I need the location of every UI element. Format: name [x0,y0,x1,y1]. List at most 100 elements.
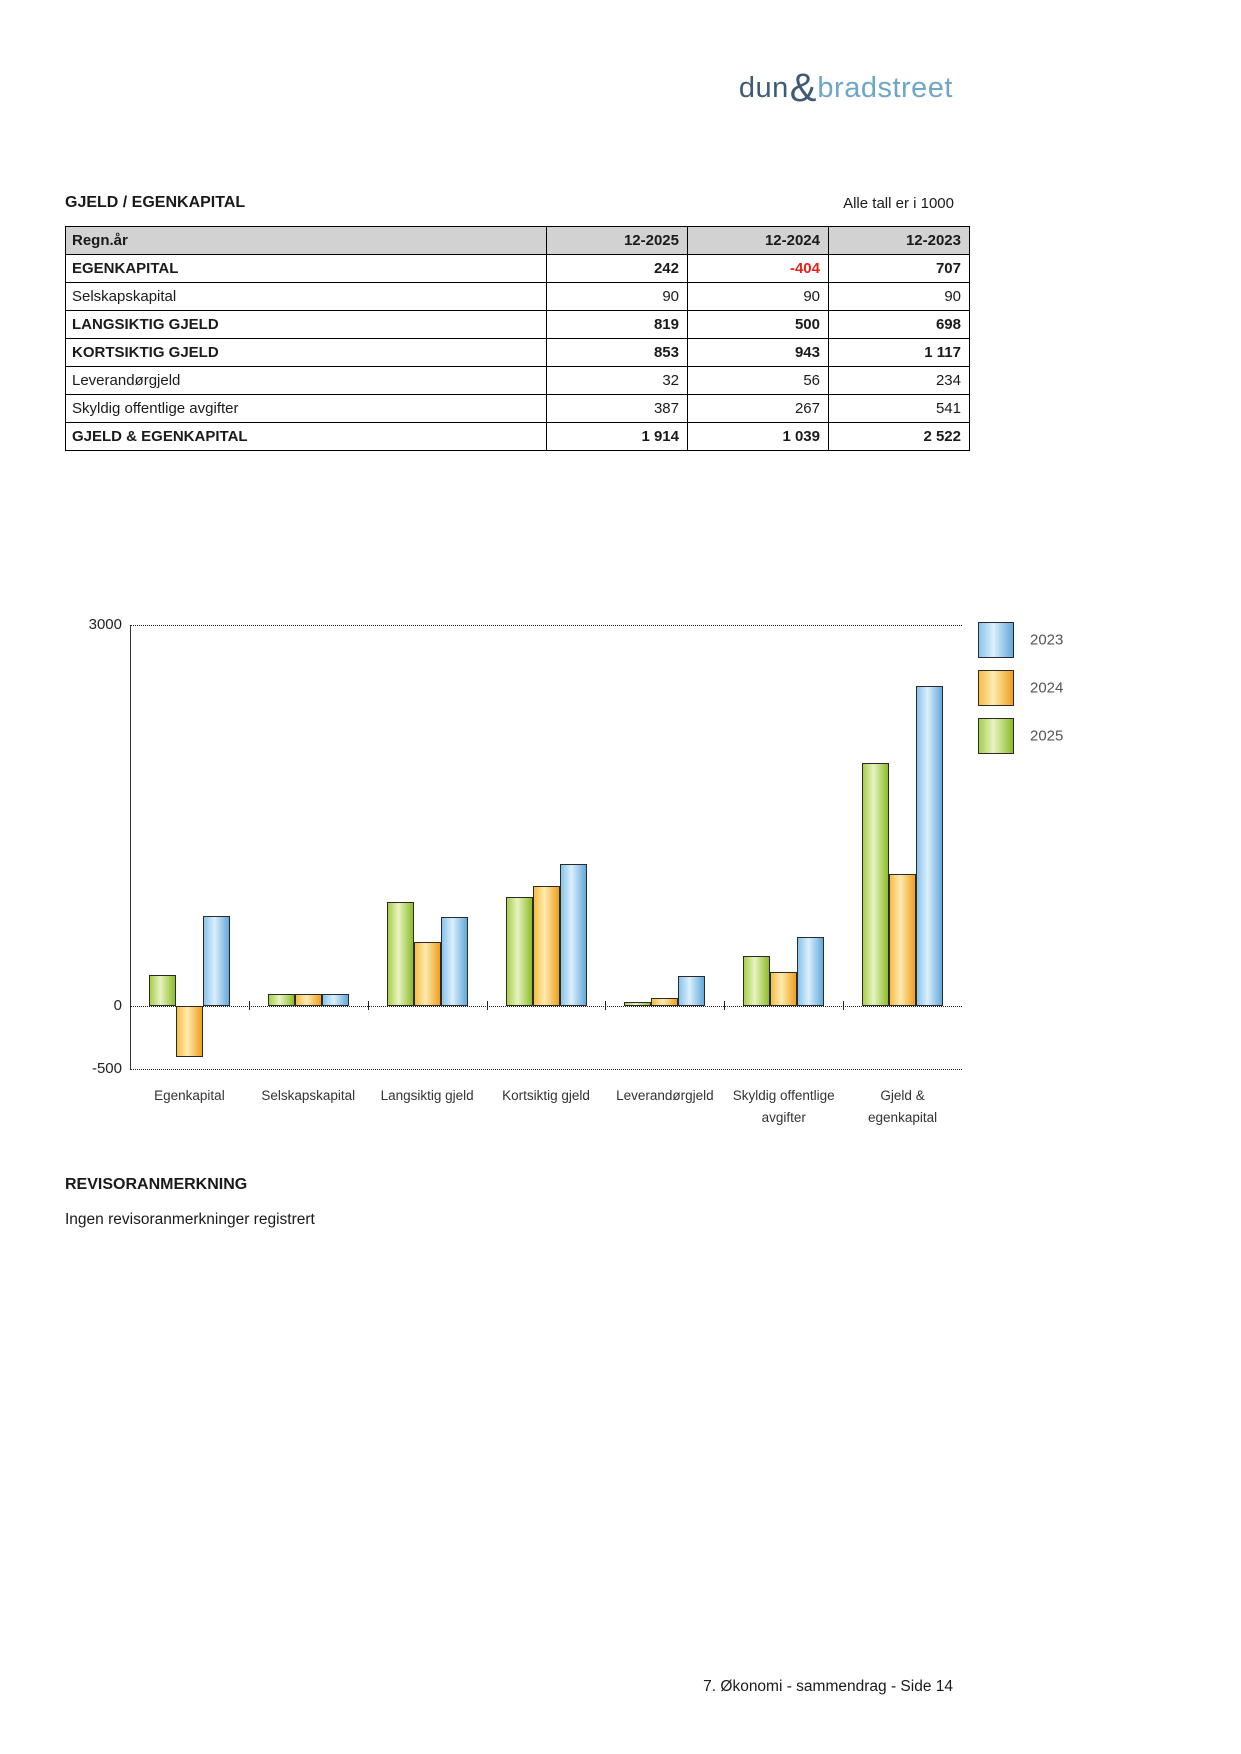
axis-tick [605,1001,607,1011]
legend-label: 2023 [1030,631,1064,649]
bar-2023-egenkapital [202,915,230,1006]
header-12-2023: 12-2023 [828,226,970,255]
header-12-2025: 12-2025 [546,226,688,255]
axis-tick [843,1001,845,1011]
table-row: Skyldig offentlige avgifter 387 267 541 [65,394,970,423]
row-value: 541 [828,394,970,423]
bar-2024-langsiktig-gjeld [413,942,441,1006]
table-row: GJELD & EGENKAPITAL 1 914 1 039 2 522 [65,422,970,451]
legend-label: 2024 [1030,679,1064,697]
x-axis-label: Langsiktig gjeld [380,1088,474,1103]
bar-chart: 2023 2024 2025 3000 0 -500 Egenkapital Selskap… [65,555,1165,1135]
auditor-heading: REVISORANMERKNING [65,1176,248,1193]
bar-2023-kortsiktig-gjeld [559,863,587,1006]
bar-2024-kortsiktig-gjeld [532,885,560,1006]
legend-swatch-green [978,718,1014,754]
row-label: Leverandørgjeld [65,366,547,395]
row-value: 2 522 [828,422,970,451]
bar-2025-kortsiktig-gjeld [505,897,533,1006]
row-value: 90 [828,282,970,311]
x-axis-label: Kortsiktig gjeld [502,1088,590,1103]
row-value: 943 [687,338,829,367]
gridline--500 [130,1069,962,1070]
y-tick-label: 3000 [88,616,122,633]
bar-2025-leverandørgjeld [624,1001,652,1006]
row-value: 1 117 [828,338,970,367]
bar-2025-langsiktig-gjeld [386,901,414,1006]
bar-2024-skyldig-offentlige-avgifter [770,971,798,1006]
auditor-note: Ingen revisoranmerkninger registrert [65,1211,315,1228]
axis-tick [486,1001,488,1011]
legend-swatch-orange [978,670,1014,706]
y-tick-label: 0 [113,996,122,1014]
row-value: 90 [546,282,688,311]
row-label: LANGSIKTIG GJELD [65,310,547,339]
table-header-row: Regn.år 12-2025 12-2024 12-2023 [65,226,970,255]
bar-2024-egenkapital [175,1005,203,1057]
units-note: Alle tall er i 1000 [843,195,954,212]
row-value: 698 [828,310,970,339]
row-value: 707 [828,254,970,283]
row-label: Selskapskapital [65,282,547,311]
legend-item-2025: 2025 [978,718,1098,754]
row-label: EGENKAPITAL [65,254,547,283]
row-value: 234 [828,366,970,395]
chart-legend: 2023 2024 2025 [978,622,1098,766]
y-tick-label: -500 [91,1060,122,1077]
row-value: 90 [687,282,829,311]
legend-item-2023: 2023 [978,622,1098,658]
logo-text-bradstreet: bradstreet [817,72,953,104]
bar-2024-leverandørgjeld [651,998,679,1006]
row-label: GJELD & EGENKAPITAL [65,422,547,451]
bar-2025-skyldig-offentlige-avgifter [743,956,771,1006]
table-row: LANGSIKTIG GJELD 819 500 698 [65,310,970,339]
x-axis-label: Skyldig offentlige avgifter [732,1088,835,1125]
bar-2023-skyldig-offentlige-avgifter [797,936,825,1006]
table-row: EGENKAPITAL 242 -404 707 [65,254,970,283]
bar-2024-selskapskapital [294,994,322,1006]
bar-2023-selskapskapital [321,994,349,1006]
section-header: GJELD / EGENKAPITAL Alle tall er i 1000 [65,194,954,212]
bar-2023-gjeld-&-egenkapital [916,685,944,1006]
x-axis-label: Egenkapital [154,1088,225,1103]
row-value: 32 [546,366,688,395]
bar-2025-egenkapital [148,974,176,1006]
gridline-0 [130,1005,962,1007]
row-value: 242 [546,254,688,283]
bar-2023-leverandørgjeld [678,975,706,1006]
logo-text-dun: dun [738,72,789,104]
row-value: 387 [546,394,688,423]
section-title: GJELD / EGENKAPITAL [65,194,246,211]
page-footer: 7. Økonomi - sammendrag - Side 14 [703,1678,953,1695]
x-axis-label: Leverandørgjeld [616,1088,714,1103]
y-axis-line [130,625,131,1069]
row-value: -404 [687,254,829,283]
row-value: 853 [546,338,688,367]
row-value: 1 039 [687,422,829,451]
auditor-section: REVISORANMERKNING Ingen revisoranmerknin… [65,1176,315,1229]
axis-tick [248,1001,250,1011]
x-axis-label: Gjeld & egenkapital [868,1088,938,1125]
bar-2024-gjeld-&-egenkapital [889,873,917,1006]
chart-plot-area [130,625,962,1070]
header-regnar: Regn.år [65,226,547,255]
row-value: 500 [687,310,829,339]
axis-tick [367,1001,369,1011]
row-label: KORTSIKTIG GJELD [65,338,547,367]
x-axis-label: Selskapskapital [261,1088,356,1103]
ampersand-icon: & [789,66,817,110]
row-value: 267 [687,394,829,423]
bar-2023-langsiktig-gjeld [440,917,468,1006]
table-row: KORTSIKTIG GJELD 853 943 1 117 [65,338,970,367]
axis-tick [724,1001,726,1011]
legend-item-2024: 2024 [978,670,1098,706]
row-label: Skyldig offentlige avgifter [65,394,547,423]
legend-swatch-blue [978,622,1014,658]
table-row: Leverandørgjeld 32 56 234 [65,366,970,395]
financial-table: Regn.år 12-2025 12-2024 12-2023 EGENKAPI… [65,226,970,451]
gridline-3000 [130,625,962,626]
bar-2025-selskapskapital [267,994,295,1006]
header-12-2024: 12-2024 [687,226,829,255]
dnb-logo: dun&bradstreet [739,68,953,113]
